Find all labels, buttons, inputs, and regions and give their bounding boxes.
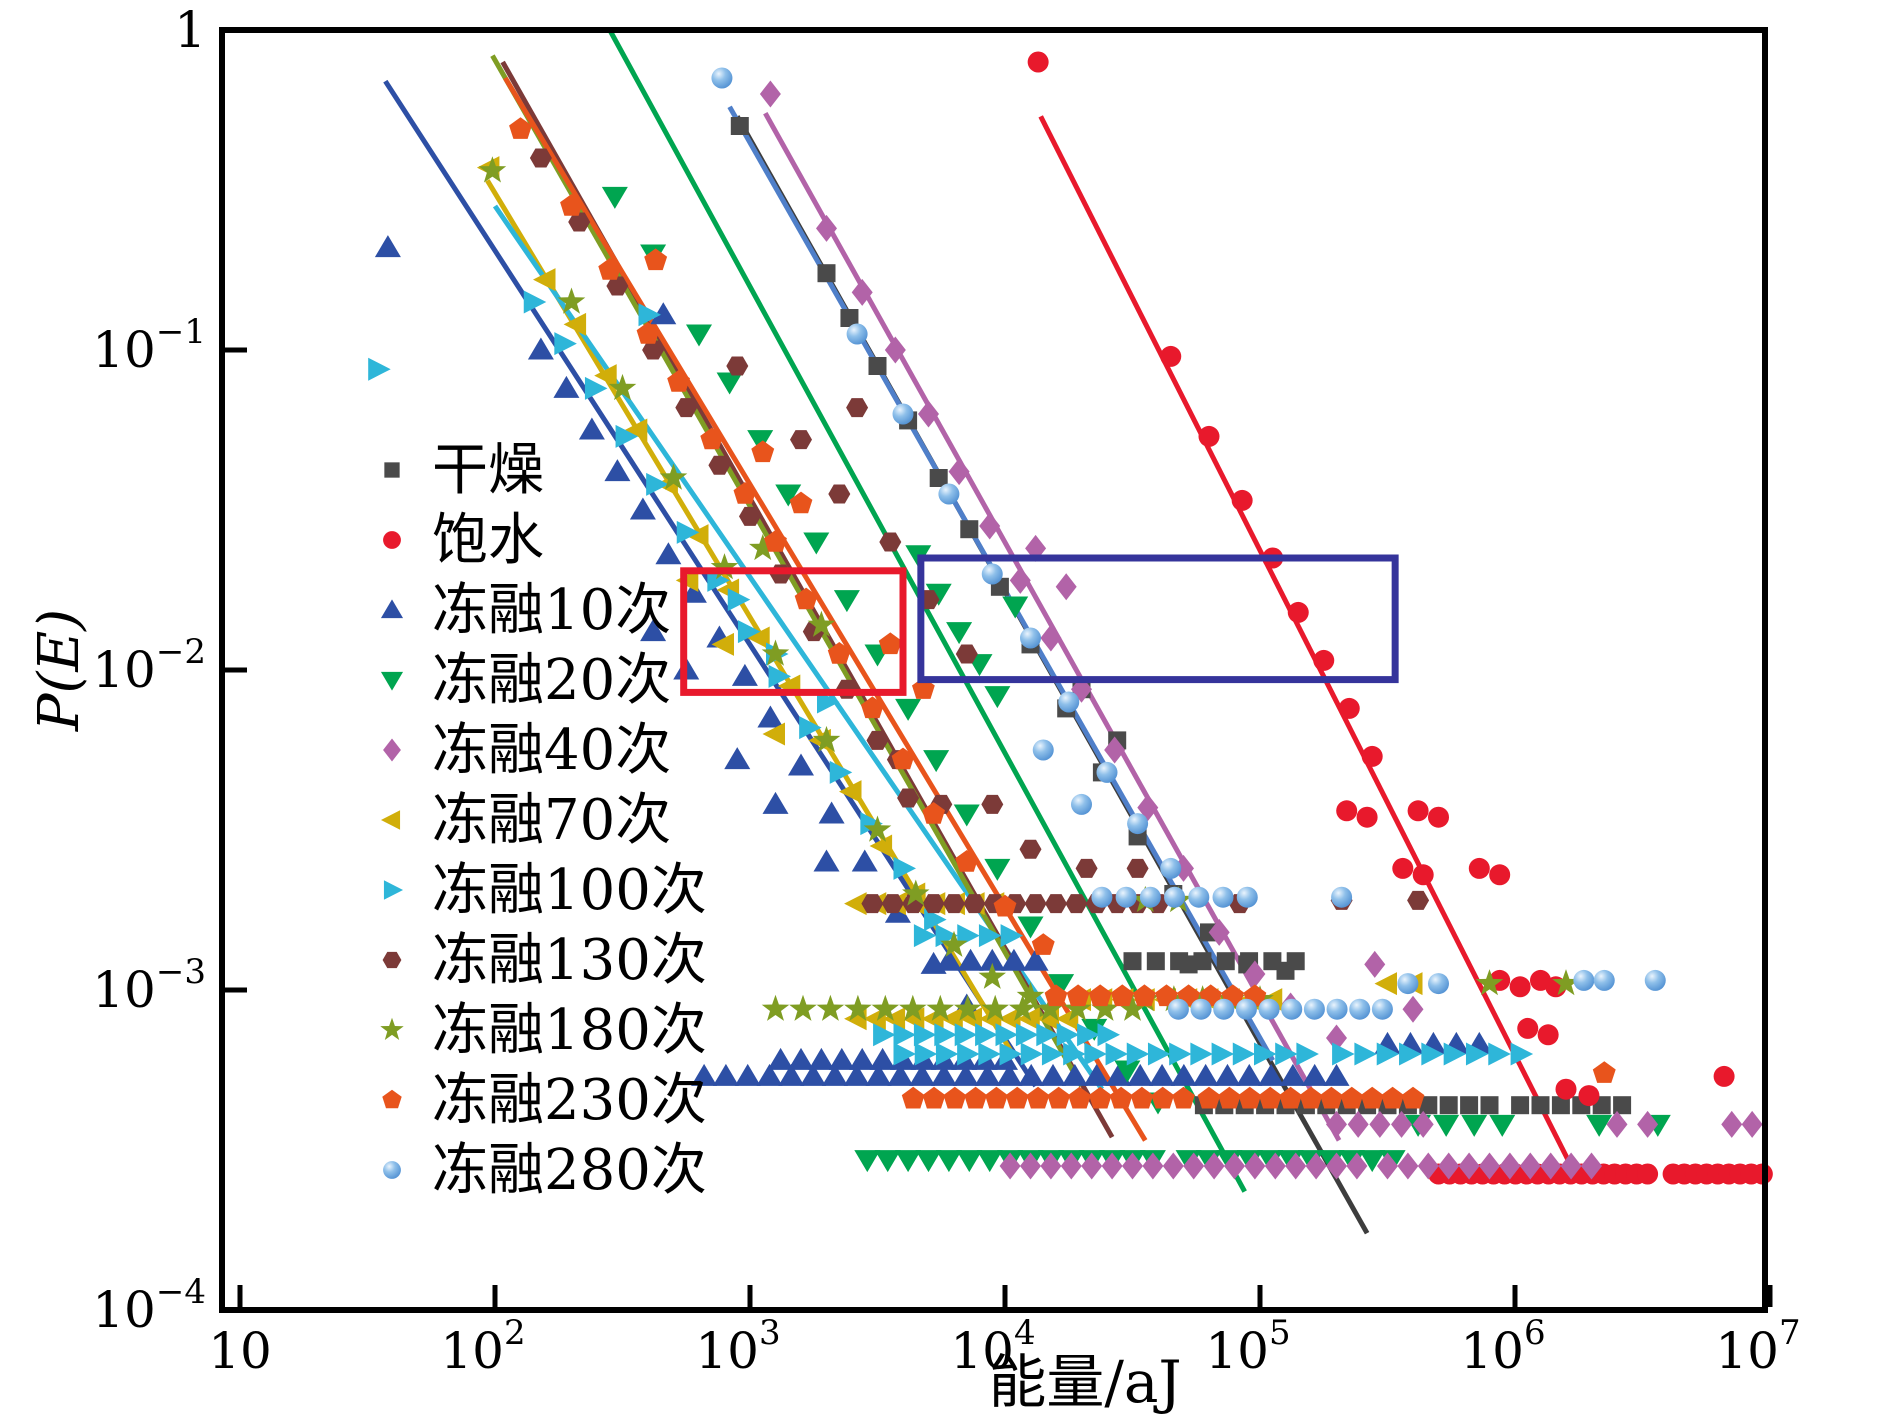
red-box — [680, 567, 907, 696]
series-ganzao — [730, 117, 1632, 1115]
legend-item-dr40: 冻融40次 — [383, 718, 671, 783]
legend-item-dr230: 冻融230次 — [382, 1068, 707, 1133]
navy-box — [917, 554, 1399, 684]
square-legend-marker-icon — [384, 462, 400, 478]
triangle-left-legend-marker-icon — [380, 810, 401, 830]
triangle-down-legend-marker-icon — [380, 671, 404, 691]
star-legend-marker-icon — [380, 1017, 404, 1040]
legend-item-dr20: 冻融20次 — [380, 648, 671, 713]
legend-item-ganzao: 干燥 — [384, 438, 544, 503]
y-axis-title: P(E) — [27, 609, 92, 732]
legend-item-dr100: 冻融100次 — [383, 858, 707, 923]
legend-item-label: 干燥 — [432, 438, 544, 503]
series-dr130 — [529, 148, 1430, 914]
annotation-boxes-layer — [680, 554, 1399, 696]
legend-item-dr10: 冻融10次 — [380, 578, 671, 643]
y-tick-label: 10−4 — [92, 1272, 206, 1339]
legend-item-label: 冻融40次 — [432, 718, 671, 783]
legend-item-label: 冻融100次 — [432, 858, 707, 923]
tick-labels-layer: 10 102 103 104 105 106 107 1 10−1 10−2 10−3 10−4 — [92, 1, 1800, 1380]
plot-frame — [219, 27, 1768, 1313]
legend-item-label: 冻融280次 — [432, 1138, 707, 1203]
y-tick-label: 10−3 — [92, 952, 206, 1019]
circle-legend-marker-icon — [383, 531, 401, 549]
legend-item-label: 冻融130次 — [432, 928, 707, 993]
hexagon-legend-marker-icon — [382, 951, 402, 969]
legend-item-label: 冻融10次 — [432, 578, 671, 643]
x-tick-label: 102 — [440, 1313, 525, 1380]
sphere-legend-marker-icon — [383, 1161, 401, 1179]
legend-item-dr70: 冻融70次 — [380, 788, 671, 853]
legend-item-label: 冻融20次 — [432, 648, 671, 713]
legend-item-dr180: 冻融180次 — [380, 998, 707, 1063]
series-dr280 — [711, 67, 1666, 1020]
x-tick-label: 107 — [1715, 1313, 1800, 1380]
triangle-right-legend-marker-icon — [383, 880, 404, 900]
legend-item-label: 饱水 — [432, 508, 544, 573]
x-tick-label: 10 — [208, 1322, 272, 1380]
x-tick-label: 105 — [1205, 1313, 1290, 1380]
x-tick-label: 104 — [950, 1313, 1035, 1380]
triangle-up-legend-marker-icon — [380, 599, 404, 619]
legend-item-dr130: 冻融130次 — [382, 928, 707, 993]
diamond-legend-marker-icon — [383, 738, 401, 762]
series-baoshui — [1027, 51, 1773, 1185]
axes-frame-layer — [219, 27, 1773, 1313]
legend: 干燥饱水冻融10次冻融20次冻融40次冻融70次冻融100次冻融130次冻融18… — [380, 438, 707, 1203]
y-tick-label: 10−1 — [92, 312, 206, 379]
scatter-points-layer — [368, 51, 1773, 1185]
y-tick-label: 10−2 — [92, 632, 206, 699]
series-dr100 — [368, 290, 1534, 1066]
x-tick-label: 106 — [1460, 1313, 1545, 1380]
pentagon-legend-marker-icon — [382, 1089, 402, 1109]
legend-item-label: 冻融230次 — [432, 1068, 707, 1133]
legend-item-label: 冻融70次 — [432, 788, 671, 853]
x-tick-label: 103 — [695, 1313, 780, 1380]
x-axis-title: 能量/aJ — [988, 1348, 1181, 1416]
legend-item-dr280: 冻融280次 — [383, 1138, 707, 1203]
y-tick-label: 1 — [174, 1, 206, 59]
legend-item-label: 冻融180次 — [432, 998, 707, 1063]
legend-item-baoshui: 饱水 — [383, 508, 544, 573]
